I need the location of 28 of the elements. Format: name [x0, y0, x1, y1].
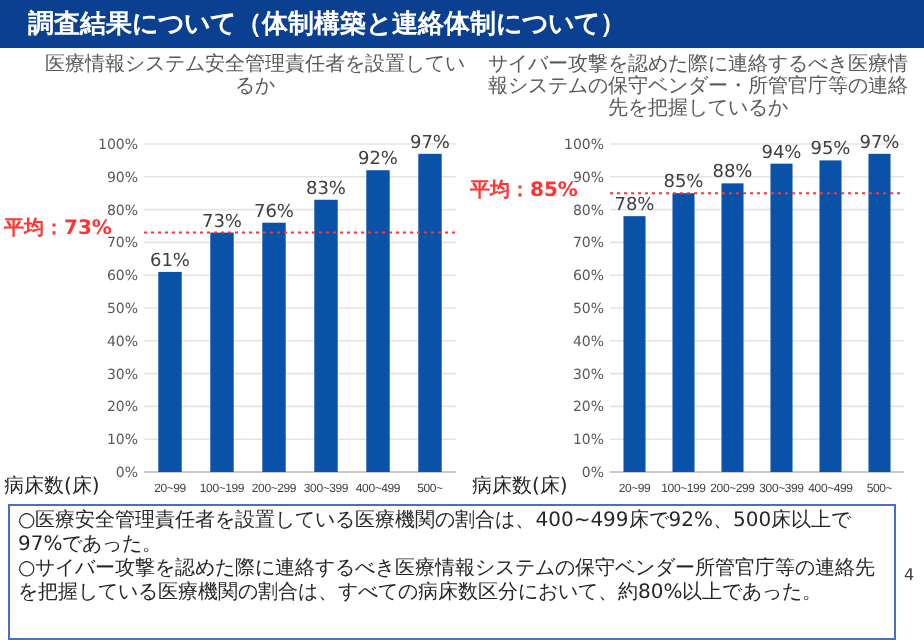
data-label: 88%: [712, 163, 754, 184]
bar: [314, 199, 338, 472]
data-label: 94%: [761, 143, 803, 164]
text: 調査結果について（体制構築と連絡体制について）: [28, 10, 626, 40]
data-label: 61%: [149, 251, 191, 272]
text: ○サイバー攻撃を認めた際に連絡するべき医療情報システムの保守ベンダー所管官庁等の連絡先を把握している医療機関の割合は、すべての病床数区分において、約80%以上であった。: [18, 558, 878, 606]
text: 4: [904, 566, 915, 586]
data-label: 95%: [810, 140, 852, 161]
data-label: 97%: [859, 133, 901, 154]
chart-title: 医療情報システム安全管理責任者を設置しているか: [43, 54, 467, 98]
data-label: 78%: [614, 196, 656, 217]
data-label: 92%: [357, 150, 399, 171]
data-label: 83%: [305, 179, 347, 200]
bar: [366, 170, 390, 472]
data-label: 97%: [409, 133, 451, 154]
text: ○医療安全管理責任者を設置している医療機関の割合は、400~499床で92%、500床以上で97%であった。: [18, 510, 854, 557]
data-label: 76%: [253, 202, 295, 223]
chart-title: サイバー攻撃を認めた際に連絡するべき医療情報システムの保守ベンダー・所管官庁等の連絡先を把握しているか: [486, 54, 910, 120]
ref-line-label: 平均：85%: [470, 179, 578, 204]
x-axis-title: 病床数(床): [4, 476, 100, 498]
bar: [262, 222, 286, 472]
bar: [158, 271, 182, 472]
ref-line-label: 平均：73%: [4, 218, 112, 241]
bar: [210, 232, 234, 472]
x-axis-title: 病床数(床): [472, 476, 568, 498]
bar: [418, 153, 442, 472]
data-label: 73%: [201, 212, 243, 233]
data-label: 85%: [663, 173, 705, 194]
